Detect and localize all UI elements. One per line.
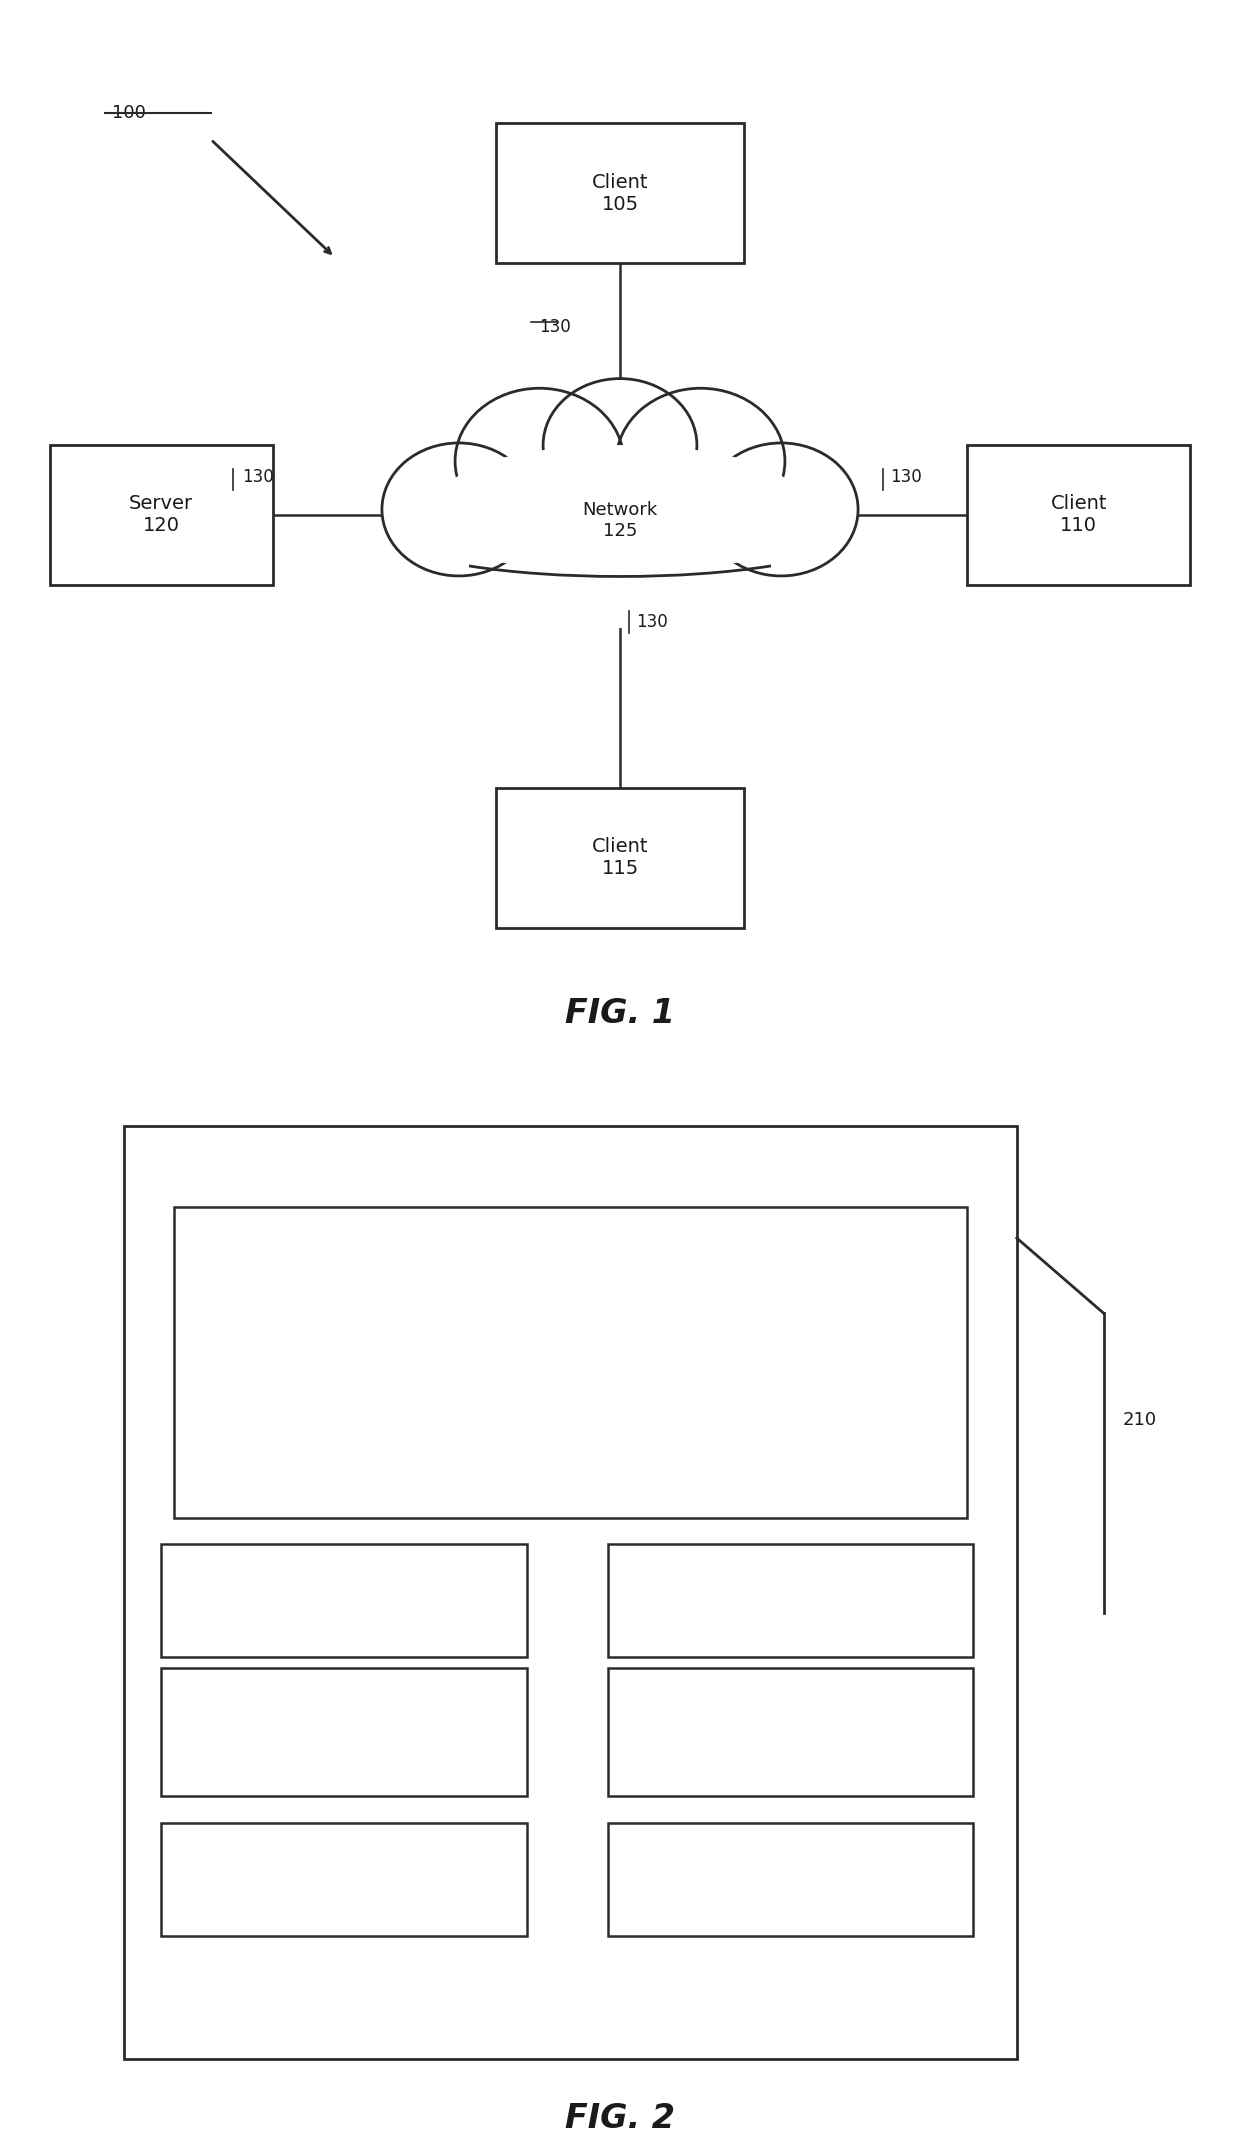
Text: Server
120: Server 120	[129, 493, 193, 536]
Bar	[496, 789, 744, 927]
Text: Antenna
235: Antenna 235	[753, 1860, 828, 1898]
Text: 130: 130	[539, 317, 572, 337]
Text: 130: 130	[242, 468, 274, 487]
Text: Client
110: Client 110	[1050, 493, 1107, 536]
Text: Mass
Storage
240: Mass Storage 240	[755, 1703, 826, 1761]
Text: Processor
220: Processor 220	[300, 1581, 388, 1619]
Text: Client
105: Client 105	[591, 172, 649, 214]
Text: Memory
225: Memory 225	[754, 1581, 827, 1619]
Ellipse shape	[446, 444, 794, 541]
Text: 130: 130	[636, 613, 668, 631]
Circle shape	[543, 380, 697, 513]
Bar	[50, 446, 273, 586]
Circle shape	[704, 444, 858, 575]
Bar	[608, 1544, 973, 1656]
Text: 210: 210	[1122, 1411, 1157, 1429]
Bar	[496, 124, 744, 264]
Text: Input Device
215: Input Device 215	[288, 1712, 401, 1752]
Text: FIG. 1: FIG. 1	[565, 997, 675, 1030]
Ellipse shape	[397, 493, 843, 568]
Text: Client
115: Client 115	[591, 837, 649, 879]
Circle shape	[508, 433, 732, 628]
Bar	[161, 1544, 527, 1656]
Text: Display
205: Display 205	[532, 1341, 609, 1384]
Bar	[608, 1823, 973, 1935]
Text: 130: 130	[890, 468, 923, 487]
Text: 100: 100	[112, 103, 145, 122]
Circle shape	[616, 388, 785, 534]
Bar	[124, 1126, 1017, 2059]
Circle shape	[455, 388, 624, 534]
Bar	[161, 1669, 527, 1798]
Bar	[161, 1823, 527, 1935]
Text: Computing Device
200: Computing Device 200	[474, 1163, 667, 1208]
Text: Battery
230: Battery 230	[311, 1860, 377, 1898]
Ellipse shape	[434, 493, 806, 558]
Text: FIG. 2: FIG. 2	[565, 2102, 675, 2134]
Bar	[967, 446, 1190, 586]
Text: Network
125: Network 125	[583, 500, 657, 541]
Bar	[174, 1205, 967, 1519]
Bar	[608, 1669, 973, 1798]
Circle shape	[382, 444, 536, 575]
